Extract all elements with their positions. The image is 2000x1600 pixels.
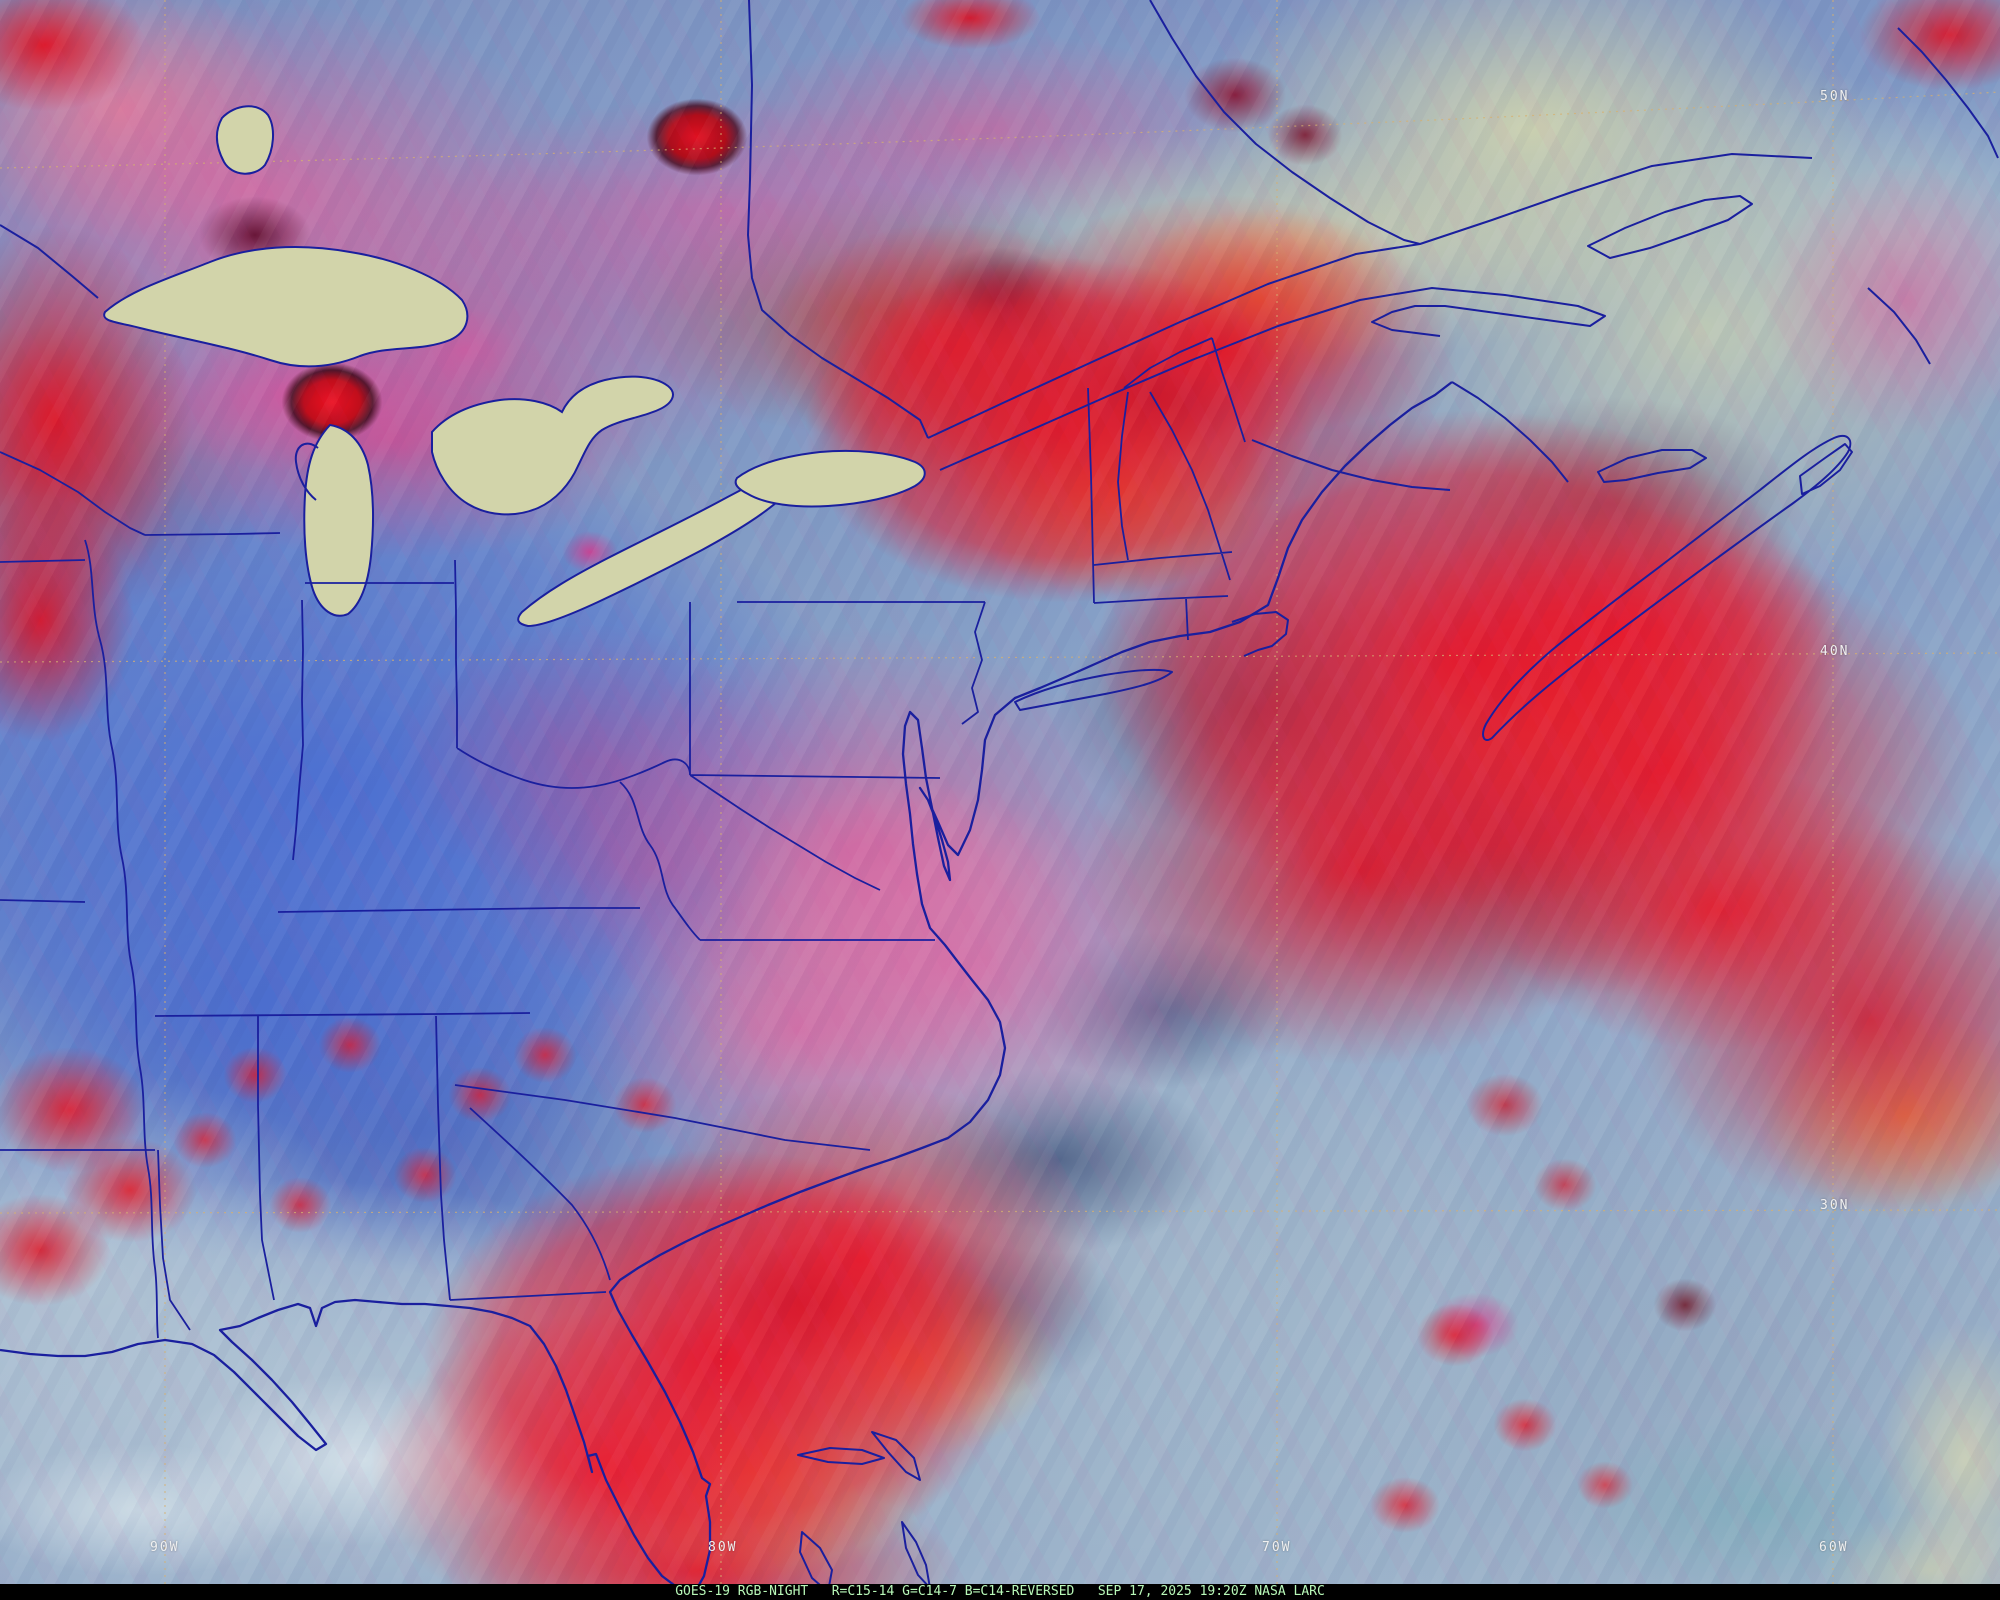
islands-maritimes: [797, 195, 1853, 1584]
lon-label-60w: 60W: [1819, 1540, 1849, 1555]
lat-label-30n: 30N: [1820, 1198, 1850, 1213]
lat-label-50n: 50N: [1820, 89, 1850, 104]
lon-label-80w: 80W: [708, 1540, 738, 1555]
lake-superior: [103, 246, 469, 368]
state-borders: [0, 337, 1246, 1339]
great-lakes: [103, 105, 926, 628]
gridline-parallel-40n: [0, 652, 2000, 663]
green-bay-shore: [294, 442, 319, 501]
coastline-atlantic-gulf: [0, 381, 1453, 1584]
caption-text: GOES-19 RGB-NIGHT R=C15-14 G=C14-7 B=C14…: [675, 1584, 1325, 1599]
gridline-parallel-30n: [0, 1209, 2000, 1214]
lat-label-40n: 40N: [1820, 644, 1850, 659]
lake-huron: [431, 375, 674, 516]
caption-bar: GOES-19 RGB-NIGHT R=C15-14 G=C14-7 B=C14…: [0, 1584, 2000, 1600]
gridline-parallel-50n: [0, 91, 2000, 169]
lon-label-90w: 90W: [150, 1540, 180, 1555]
lake-ontario: [734, 449, 926, 508]
lon-label-70w: 70W: [1262, 1540, 1292, 1555]
canada-borders-st-lawrence: [0, 0, 1999, 491]
lake-nipigon: [216, 105, 274, 175]
lake-michigan: [303, 423, 374, 617]
